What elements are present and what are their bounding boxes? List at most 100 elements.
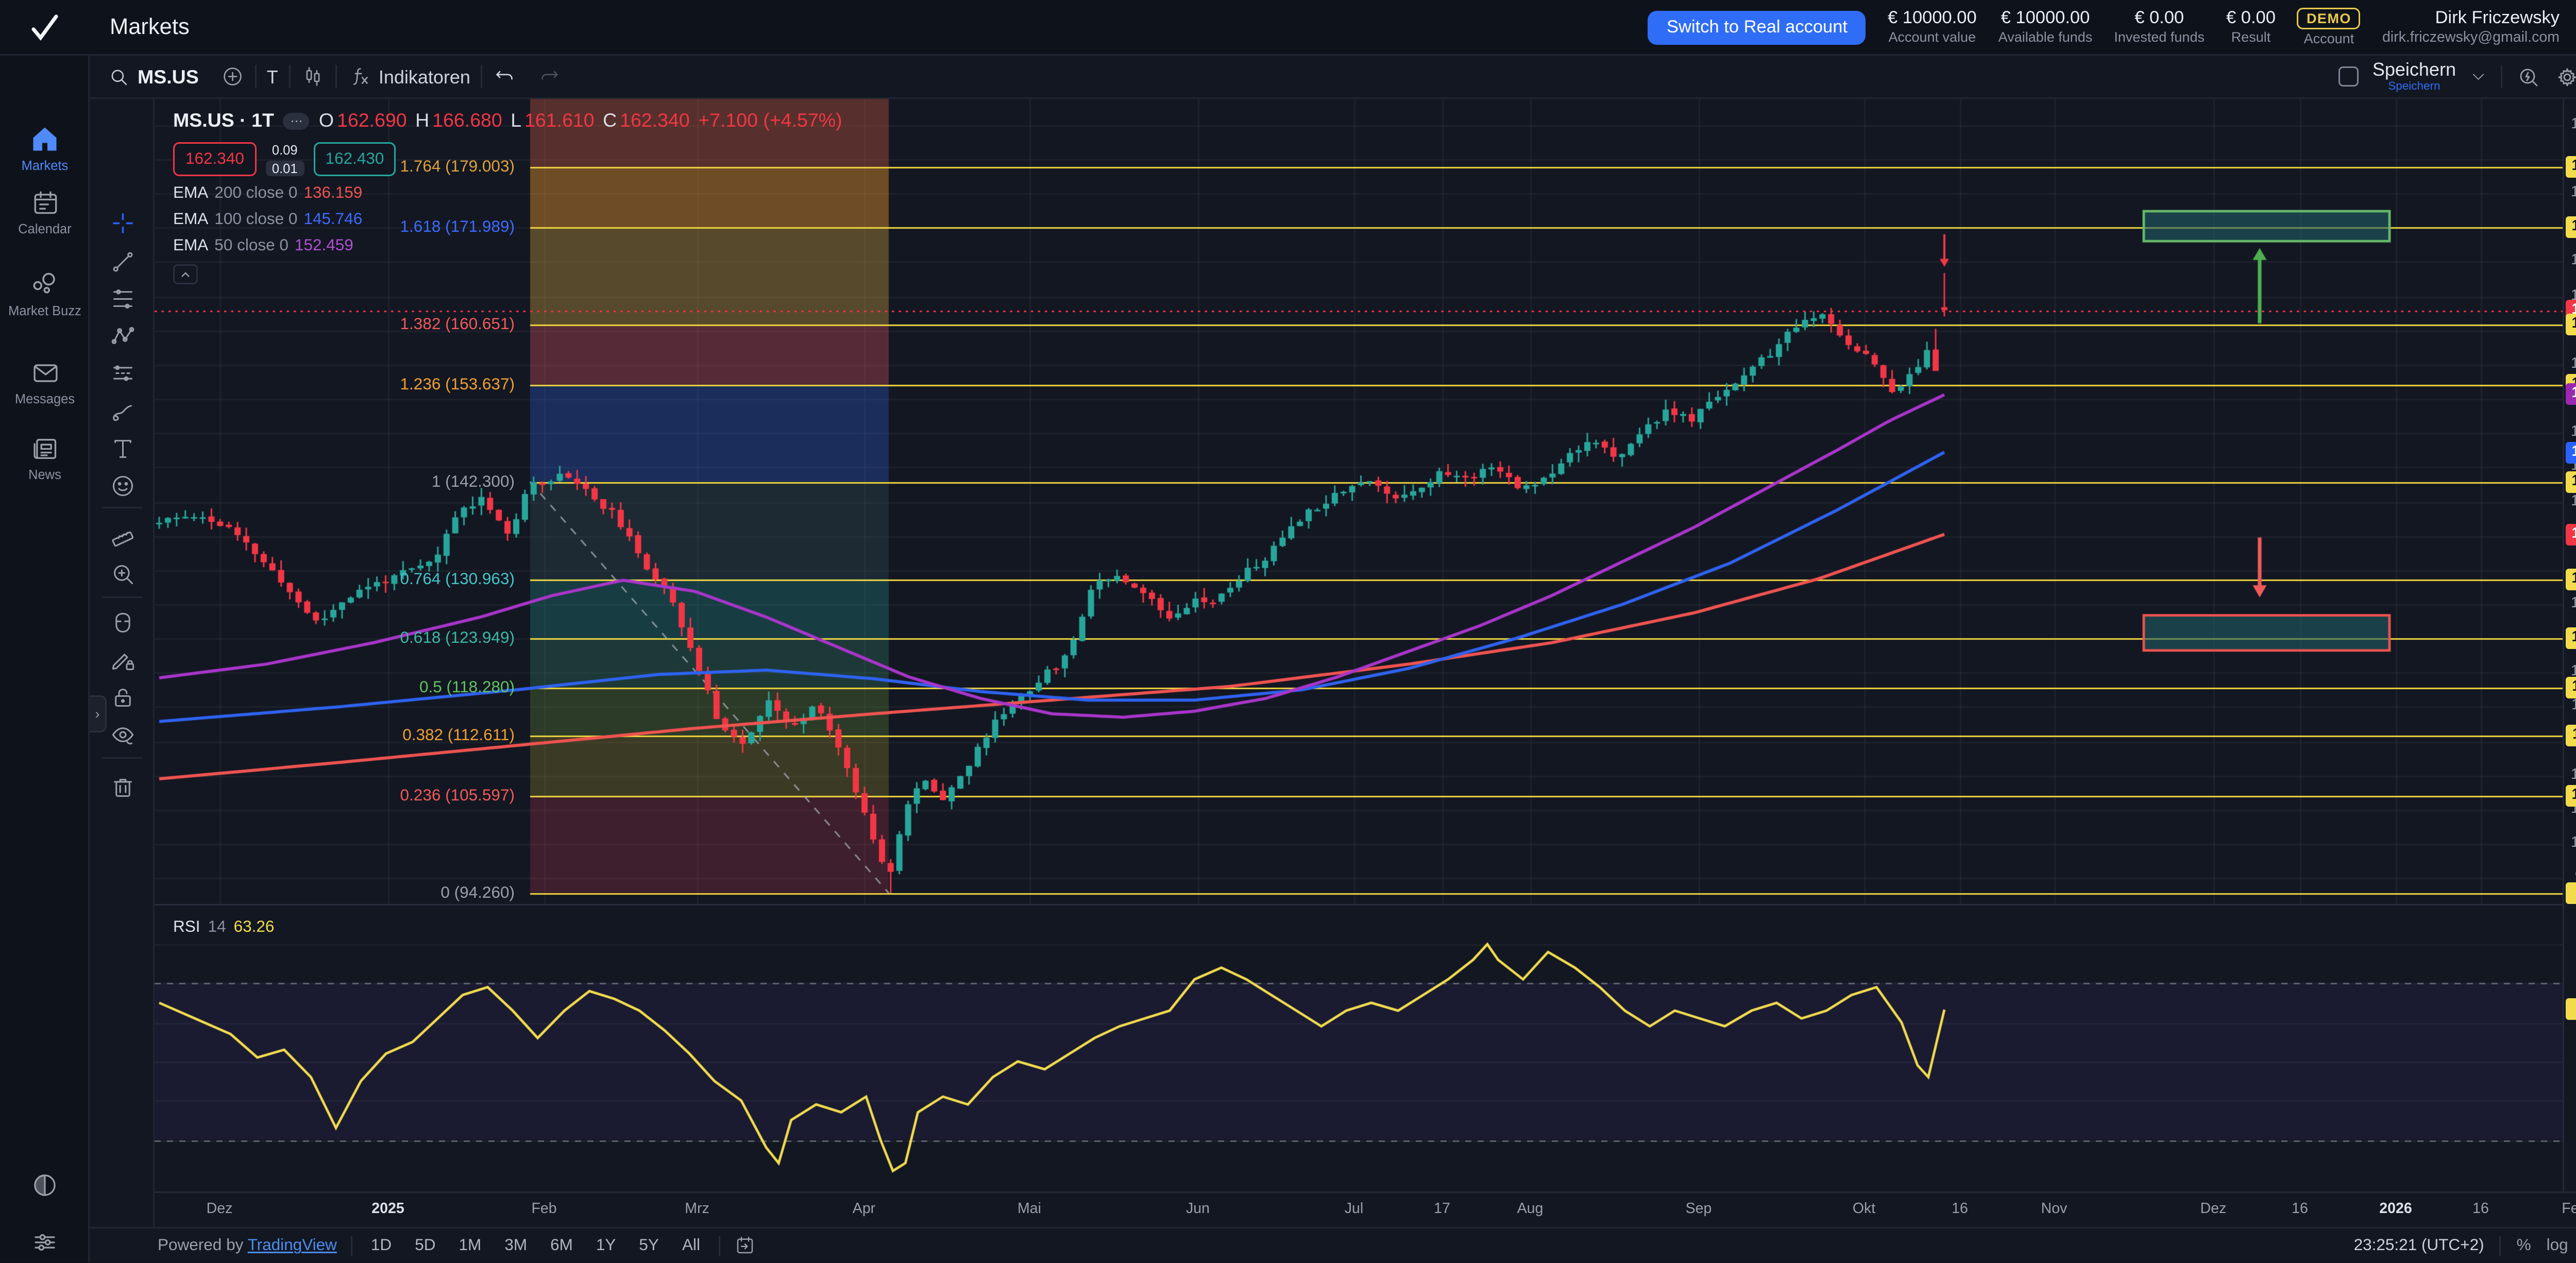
chart-legend: MS.US · 1T ⋯ O 162.690 H 166.680 L 161.610 … bbox=[173, 110, 845, 284]
tool-text[interactable] bbox=[90, 431, 155, 465]
tool-magnet[interactable] bbox=[90, 606, 155, 640]
legend-symbol[interactable]: MS.US · 1T bbox=[173, 110, 274, 131]
tool-emoji[interactable] bbox=[90, 468, 155, 502]
sidebar-item-news[interactable]: News bbox=[0, 434, 90, 483]
preferences-button[interactable] bbox=[0, 1228, 90, 1256]
sidebar-item-calendar[interactable]: Calendar bbox=[0, 189, 90, 237]
compare-add-button[interactable] bbox=[210, 56, 255, 97]
sidebar-item-market-buzz[interactable]: Market Buzz bbox=[0, 269, 90, 319]
log-scale-toggle[interactable]: log bbox=[2546, 1236, 2568, 1255]
indicators-button[interactable]: Indikatoren bbox=[337, 56, 481, 97]
chevron-down-icon[interactable] bbox=[2470, 68, 2487, 85]
rsi-value-label: 63.26 bbox=[2566, 999, 2576, 1021]
percent-scale-toggle[interactable]: % bbox=[2516, 1236, 2531, 1255]
rsi-tick: 40.00 bbox=[2564, 1091, 2576, 1110]
user-name: Dirk Friczewsky bbox=[2435, 8, 2560, 27]
go-to-date-icon[interactable] bbox=[734, 1235, 756, 1257]
tool-hide-all[interactable] bbox=[90, 717, 155, 751]
time-tick: Mrz bbox=[685, 1201, 709, 1218]
timeframe-all[interactable]: All bbox=[682, 1236, 700, 1255]
account-type[interactable]: DEMO Account bbox=[2297, 8, 2361, 46]
timeframe-5d[interactable]: 5D bbox=[415, 1236, 436, 1255]
tool-fib-retracement[interactable] bbox=[90, 281, 155, 315]
tool-long-short-position[interactable] bbox=[90, 355, 155, 389]
tool-zoom-in[interactable] bbox=[90, 556, 155, 590]
sidebar-item-markets[interactable]: Markets bbox=[0, 124, 90, 174]
divider bbox=[350, 1236, 352, 1256]
time-axis[interactable]: Dez 2025 Feb Mrz Apr Mai Jun Jul 17 Aug Sep Okt 16 No… bbox=[155, 1191, 2576, 1227]
tool-lock-all[interactable] bbox=[90, 680, 155, 714]
timeframe-3m[interactable]: 3M bbox=[504, 1236, 528, 1255]
ema-200-row[interactable]: EMA 200 close 0 136.159 bbox=[173, 184, 363, 202]
price-tick: 116.000 bbox=[2564, 697, 2576, 716]
time-tick: Dez bbox=[206, 1201, 233, 1218]
interval-button[interactable]: T bbox=[266, 65, 278, 88]
legend-menu-button[interactable]: ⋯ bbox=[283, 112, 310, 129]
price-axis[interactable]: 184.000 176.000 168.000 164.000 156.000 148.0… bbox=[2563, 99, 2576, 1191]
object-tree-toggle[interactable]: › bbox=[90, 695, 107, 732]
stat-available-funds: € 10000.00 Available funds bbox=[1998, 9, 2093, 45]
timeframe-1d[interactable]: 1D bbox=[370, 1236, 392, 1255]
time-tick: Dez bbox=[2200, 1201, 2227, 1218]
clock[interactable]: 23:25:21 (UTC+2) bbox=[2353, 1236, 2484, 1255]
save-layout-button[interactable]: Speichern Speichern bbox=[2372, 59, 2456, 93]
xabcd-pattern-icon bbox=[111, 326, 133, 344]
price-label-123.949: 123.949 bbox=[2566, 628, 2576, 650]
tool-trend-line[interactable] bbox=[90, 244, 155, 278]
quick-search-icon[interactable] bbox=[2516, 64, 2541, 89]
time-tick: Okt bbox=[1852, 1201, 1876, 1218]
redo-button[interactable] bbox=[528, 56, 572, 97]
page-title: Markets bbox=[110, 14, 190, 40]
undo-button[interactable] bbox=[483, 56, 528, 97]
switch-to-real-account-button[interactable]: Switch to Real account bbox=[1648, 10, 1866, 44]
ema-50-row[interactable]: EMA 50 close 0 152.459 bbox=[173, 236, 353, 255]
ema-100-row[interactable]: EMA 100 close 0 145.746 bbox=[173, 210, 363, 229]
price-label-171.989: 171.989 bbox=[2566, 216, 2576, 238]
price-label-145.746: 145.746 bbox=[2566, 441, 2576, 463]
timeframe-1m[interactable]: 1M bbox=[459, 1236, 482, 1255]
sell-button[interactable]: 162.340 bbox=[173, 142, 257, 176]
eye-icon bbox=[111, 726, 133, 744]
tool-measure[interactable] bbox=[90, 518, 155, 552]
price-chart-canvas[interactable] bbox=[155, 99, 2563, 904]
legend-collapse-button[interactable] bbox=[173, 264, 198, 284]
price-label-112.611: 112.611 bbox=[2566, 725, 2576, 747]
price-tick: 176.000 bbox=[2564, 184, 2576, 202]
tradingview-link[interactable]: TradingView bbox=[247, 1236, 337, 1255]
layout-checkbox[interactable] bbox=[2338, 66, 2359, 87]
search-icon bbox=[111, 69, 127, 84]
user-email: dirk.friczewsky@gmail.com bbox=[2382, 28, 2560, 46]
price-tick: 140.000 bbox=[2564, 492, 2576, 511]
timeframe-1y[interactable]: 1Y bbox=[596, 1236, 616, 1255]
toolbar-divider bbox=[102, 757, 142, 759]
time-tick: Fe bbox=[2562, 1201, 2576, 1218]
toolbar-divider bbox=[335, 65, 337, 88]
symbol-search[interactable]: MS.US bbox=[90, 56, 210, 97]
time-tick: 16 bbox=[1952, 1201, 1968, 1218]
pane-separator[interactable] bbox=[155, 904, 2563, 906]
sidebar-item-messages[interactable]: Messages bbox=[0, 359, 90, 407]
price-tick: 168.000 bbox=[2564, 252, 2576, 271]
rsi-legend[interactable]: RSI 14 63.26 bbox=[173, 918, 275, 936]
home-icon bbox=[33, 127, 57, 151]
tool-drawing-mode-lock[interactable] bbox=[90, 643, 155, 677]
timeframe-6m[interactable]: 6M bbox=[550, 1236, 573, 1255]
price-tick: 148.000 bbox=[2564, 424, 2576, 442]
tool-remove-drawings[interactable] bbox=[90, 770, 155, 804]
tool-crosshair[interactable] bbox=[90, 206, 155, 240]
rsi-tick: 30.00 bbox=[2564, 1131, 2576, 1149]
time-tick: Apr bbox=[852, 1201, 876, 1218]
time-tick: Mai bbox=[1018, 1201, 1041, 1218]
chart-style-button[interactable] bbox=[291, 56, 335, 97]
buy-button[interactable]: 162.430 bbox=[313, 142, 397, 176]
app-logo[interactable] bbox=[0, 0, 90, 55]
legend-change: +7.100 (+4.57%) bbox=[698, 110, 842, 131]
tool-brush[interactable] bbox=[90, 394, 155, 428]
settings-gear-icon[interactable] bbox=[2555, 64, 2576, 89]
rsi-chart-canvas[interactable] bbox=[155, 904, 2563, 1191]
toolbar-divider bbox=[481, 65, 483, 88]
legend-ohlc: O 162.690 H 166.680 L 161.610 C 162.340 +7.1… bbox=[318, 110, 842, 131]
tool-xabcd-pattern[interactable] bbox=[90, 318, 155, 352]
timeframe-5y[interactable]: 5Y bbox=[639, 1236, 659, 1255]
theme-toggle[interactable] bbox=[0, 1171, 90, 1199]
